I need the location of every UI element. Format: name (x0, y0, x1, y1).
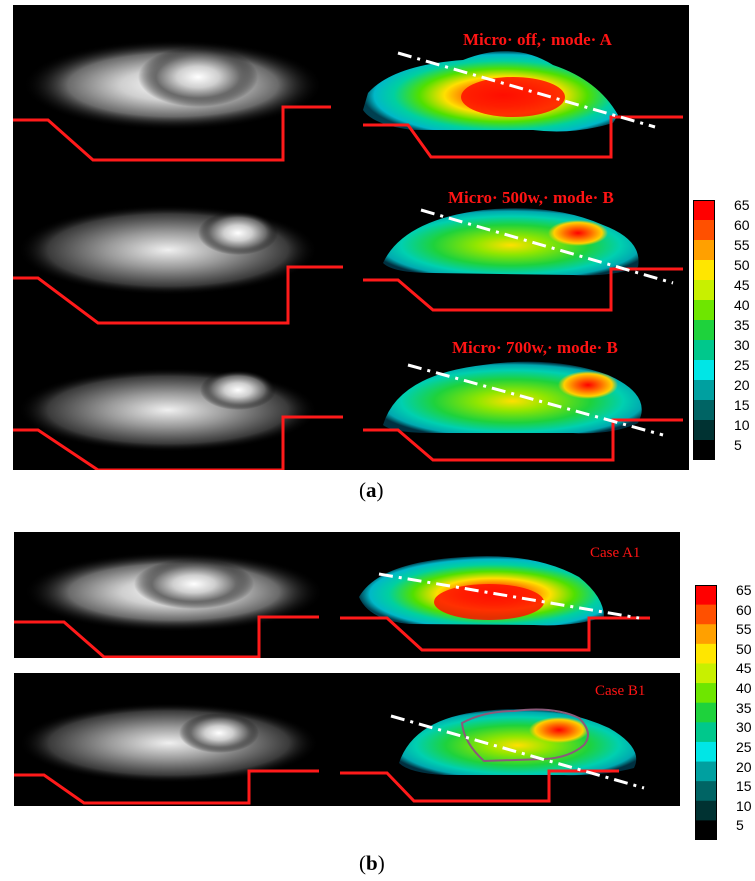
colorbar-tick-label: 15 (734, 397, 750, 413)
colorbar-segment (693, 280, 715, 301)
colorbar-tick-label: 55 (734, 237, 750, 253)
colorbar-tick-label: 5 (734, 437, 742, 453)
colorbar-segment (695, 761, 717, 782)
colorbar-segment (695, 781, 717, 802)
colorbar-b (695, 585, 717, 840)
colorbar-tick-label: 40 (734, 297, 750, 313)
colorbar-tick-label: 25 (736, 738, 752, 755)
colorbar-segment (693, 260, 715, 281)
colorbar-tick-label: 10 (734, 417, 750, 433)
colorbar-tick-label: 60 (734, 217, 750, 233)
colorbar-segment (693, 440, 715, 460)
caption-a: (a) (359, 478, 384, 502)
colorbar-tick-label: 30 (734, 337, 750, 353)
label-micro-700w-mode-b: Micro· 700w,· mode· B (452, 338, 618, 357)
grayscale-image-a3 (13, 368, 343, 470)
grayscale-image-a1 (13, 40, 331, 162)
colorbar-tick-label: 15 (736, 778, 752, 795)
label-micro-off-mode-a: Micro· off,· mode· A (463, 30, 612, 49)
colorbar-segment (695, 604, 717, 625)
colorbar-tick-label: 65 (736, 582, 752, 598)
heatmap-image-a3 (363, 361, 683, 462)
colorbar-segment (693, 420, 715, 441)
heatmap-image-a1 (363, 51, 683, 159)
colorbar-tick-label: 45 (736, 660, 752, 677)
figure-b-panel-1 (14, 532, 680, 658)
colorbar-a (693, 200, 715, 460)
colorbar-tick-label: 40 (736, 680, 752, 697)
colorbar-segment (695, 624, 717, 645)
colorbar-tick-label: 60 (736, 601, 752, 618)
colorbar-tick-label: 55 (736, 621, 752, 638)
colorbar-segment (695, 702, 717, 723)
caption-b: (b) (359, 851, 385, 875)
colorbar-segment (695, 643, 717, 664)
colorbar-border (695, 585, 717, 840)
label-case-a1: Case A1 (590, 545, 641, 561)
colorbar-segment (695, 800, 717, 821)
label-case-b1: Case B1 (595, 683, 646, 699)
colorbar-tick-label: 30 (736, 719, 752, 736)
colorbar-segment (693, 220, 715, 241)
colorbar-tick-label: 45 (734, 277, 750, 293)
colorbar-tick-label: 10 (736, 797, 752, 814)
colorbar-segment (693, 240, 715, 261)
colorbar-segment (695, 585, 717, 606)
colorbar-tick-label: 50 (736, 640, 752, 657)
grayscale-image-a2 (13, 205, 343, 325)
colorbar-segment (695, 820, 717, 840)
colorbar-tick-label: 50 (734, 257, 750, 273)
grayscale-image-b2 (14, 703, 319, 805)
colorbar-segment (693, 380, 715, 401)
label-micro-500w-mode-b: Micro· 500w,· mode· B (448, 188, 614, 207)
colorbar-segment (693, 340, 715, 361)
colorbar-segment (693, 360, 715, 381)
colorbar-segment (693, 400, 715, 421)
figure-a-panel (13, 5, 689, 470)
colorbar-border (693, 200, 715, 460)
colorbar-tick-label: 5 (736, 817, 744, 834)
heatmap-image-b2 (340, 708, 645, 803)
colorbar-tick-label: 65 (734, 197, 750, 213)
colorbar-tick-label: 35 (736, 699, 752, 716)
colorbar-segment (693, 320, 715, 341)
colorbar-segment (695, 741, 717, 763)
colorbar-tick-label: 35 (734, 317, 750, 333)
colorbar-segment (693, 200, 715, 221)
figure-b-panel-2 (14, 673, 680, 806)
colorbar-segment (695, 683, 717, 704)
colorbar-segment (695, 722, 717, 743)
colorbar-tick-label: 25 (734, 357, 750, 373)
colorbar-segment (693, 300, 715, 321)
colorbar-tick-label: 20 (736, 758, 752, 775)
heatmap-image-a2 (363, 208, 683, 312)
colorbar-segment (695, 663, 717, 684)
colorbar-tick-label: 20 (734, 377, 750, 393)
heatmap-image-b1 (340, 556, 650, 652)
grayscale-image-b1 (14, 552, 324, 658)
